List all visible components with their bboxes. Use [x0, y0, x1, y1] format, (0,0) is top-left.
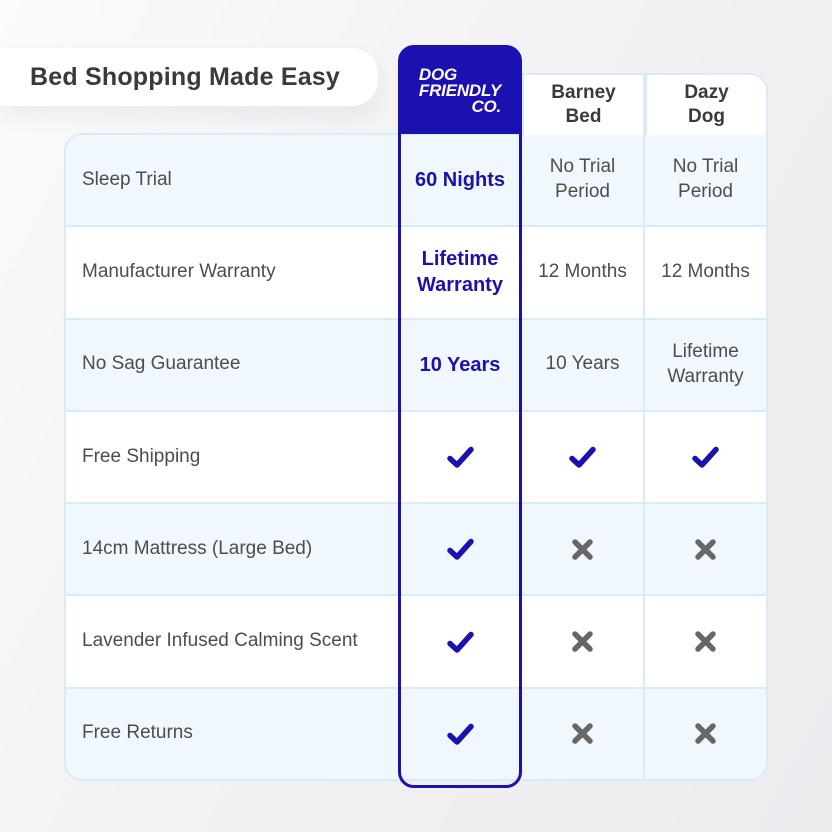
competitor-value-cell [522, 689, 643, 779]
feature-label: Lavender Infused Calming Scent [82, 630, 358, 652]
competitor-value-cell: No Trial Period [643, 135, 766, 226]
competitor-name: Dazy Dog [684, 82, 729, 127]
table-row: Free Returns [66, 686, 766, 779]
competitor-value-cell [643, 504, 766, 595]
competitor-value-cell [522, 412, 643, 502]
feature-label: No Sag Guarantee [82, 353, 241, 375]
table-row: 14cm Mattress (Large Bed) [66, 502, 766, 595]
competitor-value-cell [643, 688, 766, 779]
competitor-name: Barney Bed [551, 82, 616, 127]
brand-value-cell [398, 412, 522, 502]
brand-logo: DOG FRIENDLY CO. [401, 48, 519, 134]
page-title-text: Bed Shopping Made Easy [30, 62, 341, 91]
brand-value-cell: 10 Years [419, 353, 501, 376]
check-icon [446, 538, 474, 561]
check-icon [692, 446, 719, 468]
table-row: Sleep Trial 60 Nights No Trial Period No Tr… [66, 135, 766, 226]
feature-label: Sleep Trial [82, 168, 172, 190]
dog-friendly-co-logo: DOG FRIENDLY CO. [418, 64, 502, 117]
cross-icon [571, 722, 594, 745]
feature-label: Manufacturer Warranty [82, 261, 276, 283]
check-icon [446, 446, 474, 468]
logo-line-3: CO. [471, 97, 502, 117]
competitor-value-cell: No Trial Period [549, 156, 616, 203]
table-row: Lavender Infused Calming Scent [66, 594, 766, 687]
logo-line-1: DOG [418, 64, 458, 84]
cross-icon [694, 630, 717, 653]
page-title: Bed Shopping Made Easy [0, 48, 379, 106]
competitor-value-cell [643, 411, 766, 503]
cross-icon [694, 722, 717, 745]
competitor-value-cell [522, 504, 643, 594]
competitor-value-cell [522, 596, 643, 686]
brand-value-cell [398, 596, 522, 686]
check-icon [569, 446, 596, 468]
logo-line-2: FRIENDLY [418, 80, 502, 100]
table-row: Free Shipping [66, 409, 766, 503]
cross-icon [694, 538, 717, 561]
feature-label: Free Shipping [82, 445, 201, 467]
competitor-value-cell: 10 Years [545, 353, 620, 375]
competitor-value-cell: 12 Months [538, 261, 627, 283]
table-row: Manufacturer Warranty Lifetime Warranty 12… [66, 225, 766, 318]
competitor-header-dazy-dog: Dazy Dog [645, 73, 768, 135]
feature-label: Free Returns [82, 722, 193, 744]
cross-icon [571, 630, 594, 653]
competitor-value-cell: 12 Months [643, 227, 766, 318]
brand-value-cell: 60 Nights [414, 169, 506, 192]
competitor-value-cell: Lifetime Warranty [643, 319, 766, 410]
brand-value-cell: Lifetime Warranty [417, 248, 503, 297]
comparison-table: Sleep Trial 60 Nights No Trial Period No Tr… [64, 133, 768, 781]
cross-icon [571, 538, 594, 561]
competitor-value-cell [643, 596, 766, 687]
feature-label: 14cm Mattress (Large Bed) [82, 537, 313, 559]
check-icon [446, 723, 474, 745]
brand-value-cell [398, 689, 522, 779]
check-icon [446, 631, 474, 653]
competitor-header-barney-bed: Barney Bed [522, 73, 645, 135]
brand-value-cell [398, 504, 522, 594]
table-row: No Sag Guarantee 10 Years 10 Years Lifetime… [66, 317, 766, 410]
